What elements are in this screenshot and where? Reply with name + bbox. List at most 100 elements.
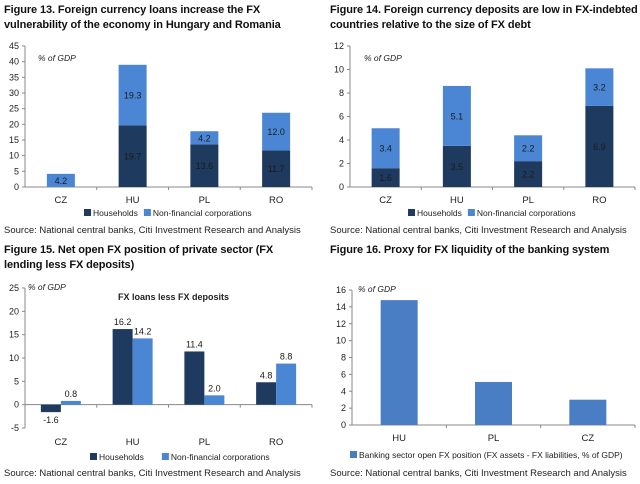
chart-subtitle: FX loans less FX deposits — [118, 292, 229, 302]
figure-16-title: Figure 16. Proxy for FX liquidity of the… — [330, 244, 610, 256]
figure-15-chart: -5 0 5 10 15 20 25 % of GDP FX loans less FX dep… — [9, 282, 313, 462]
data-label: 16.2 — [114, 317, 132, 327]
bar-corporations — [585, 68, 614, 106]
unit-label: % of GDP — [358, 284, 396, 294]
legend-label: Households — [417, 208, 462, 218]
bar-households — [256, 382, 277, 405]
figure-14-panel: Figure 14. Foreign currency deposits are… — [320, 0, 640, 240]
category-label: PL — [199, 437, 211, 448]
category-label: RO — [592, 195, 606, 206]
bar-corporations — [60, 400, 81, 405]
data-label: 2.2 — [522, 144, 535, 154]
figure-14-chart: 0 2 4 6 8 10 12 % of GDP CZ HU PL RO 1.6 3.4 3.5 5.1 2.2… — [334, 41, 636, 218]
y-tick-label: 12 — [336, 319, 346, 329]
y-tick-label: 35 — [9, 72, 19, 82]
y-tick-label: 20 — [9, 306, 19, 316]
y-tick-label: 5 — [14, 376, 19, 386]
figure-13-title: Figure 13. Foreign currency loans increa… — [4, 4, 281, 31]
y-tick-label: 12 — [334, 41, 344, 51]
legend-label: Banking sector open FX position (FX asse… — [359, 450, 623, 460]
legend-label: Non-financial corporations — [171, 452, 270, 462]
bar-households — [112, 329, 133, 405]
figure-13-source: Source: National central banks, Citi Inv… — [4, 225, 301, 236]
category-label: HU — [450, 195, 464, 206]
data-label: 19.3 — [124, 91, 142, 101]
bar-households — [118, 125, 147, 187]
y-tick-label: 8 — [339, 88, 344, 98]
bar-households — [184, 351, 205, 405]
category-label: CZ — [55, 437, 68, 448]
legend-label: Non-financial corporations — [477, 208, 576, 218]
figure-16-source: Source: National central banks, Citi Inv… — [330, 468, 627, 479]
y-tick-label: 14 — [336, 302, 346, 312]
figure-13-panel: Figure 13. Foreign currency loans increa… — [0, 0, 320, 240]
category-label: CZ — [581, 433, 594, 444]
legend-swatch — [84, 209, 91, 216]
bar-households — [40, 404, 61, 413]
bar-corporations — [204, 395, 225, 405]
y-tick-label: 0 — [341, 420, 346, 430]
unit-label: % of GDP — [38, 53, 76, 63]
data-label: 8.8 — [280, 352, 293, 362]
bar-households — [514, 161, 543, 187]
unit-label: % of GDP — [28, 282, 66, 292]
y-tick-label: 4 — [341, 386, 346, 396]
bar-households — [442, 145, 471, 187]
data-label: 1.6 — [379, 173, 392, 183]
data-label: 12.0 — [267, 127, 285, 137]
y-tick-label: 8 — [341, 353, 346, 363]
bar-corporations — [46, 173, 75, 187]
category-label: PL — [488, 433, 500, 444]
legend-swatch — [408, 209, 415, 216]
figure-15-source: Source: National central banks, Citi Inv… — [4, 468, 301, 479]
data-label: 3.2 — [593, 83, 606, 93]
category-label: PL — [522, 195, 534, 206]
data-label: 3.5 — [451, 162, 464, 172]
bar-corporations — [442, 85, 471, 146]
data-label: 13.6 — [196, 161, 214, 171]
category-label: PL — [199, 195, 211, 206]
bar-corporations — [132, 338, 153, 405]
y-tick-label: 25 — [9, 283, 19, 293]
bar-corporations — [190, 131, 219, 145]
data-label: 11.7 — [268, 164, 285, 174]
y-tick-label: 6 — [341, 369, 346, 379]
y-tick-label: 25 — [9, 104, 19, 114]
y-tick-label: 0 — [14, 400, 19, 410]
legend-swatch — [90, 453, 97, 460]
bar-households — [371, 168, 400, 187]
y-tick-label: 15 — [9, 330, 19, 340]
data-label: 14.2 — [134, 326, 152, 336]
category-label: HU — [126, 195, 140, 206]
y-tick-label: 5 — [14, 166, 19, 176]
y-tick-label: 2 — [341, 403, 346, 413]
category-label: HU — [392, 433, 406, 444]
figure-14-title: Figure 14. Foreign currency deposits are… — [330, 4, 638, 31]
y-tick-label: 20 — [9, 119, 19, 129]
bar-households — [262, 150, 291, 187]
data-label: 2.0 — [208, 383, 221, 393]
data-label: 5.1 — [451, 111, 464, 121]
data-label: 4.2 — [198, 133, 211, 143]
category-label: RO — [269, 195, 283, 206]
legend-swatch — [467, 209, 475, 216]
y-tick-label: 45 — [9, 41, 19, 51]
y-tick-label: 15 — [9, 135, 19, 145]
category-label: RO — [269, 437, 283, 448]
legend-swatch — [143, 209, 151, 216]
figure-16-panel: Figure 16. Proxy for FX liquidity of the… — [320, 240, 640, 484]
legend-swatch — [161, 453, 169, 460]
bar-corporations — [276, 363, 297, 405]
figure-14-source: Source: National central banks, Citi Inv… — [330, 225, 627, 236]
category-label: HU — [126, 437, 140, 448]
y-tick-label: 10 — [336, 336, 346, 346]
data-label: 19.7 — [124, 152, 142, 162]
data-label: 6.9 — [593, 142, 606, 152]
legend-label: Households — [99, 452, 144, 462]
figure-15-panel: Figure 15. Net open FX position of priva… — [0, 240, 320, 484]
data-label: 0.8 — [65, 389, 78, 399]
y-tick-label: 16 — [336, 285, 346, 295]
y-tick-label: 10 — [9, 353, 19, 363]
data-label: -1.6 — [43, 415, 59, 425]
y-tick-label: 30 — [9, 88, 19, 98]
